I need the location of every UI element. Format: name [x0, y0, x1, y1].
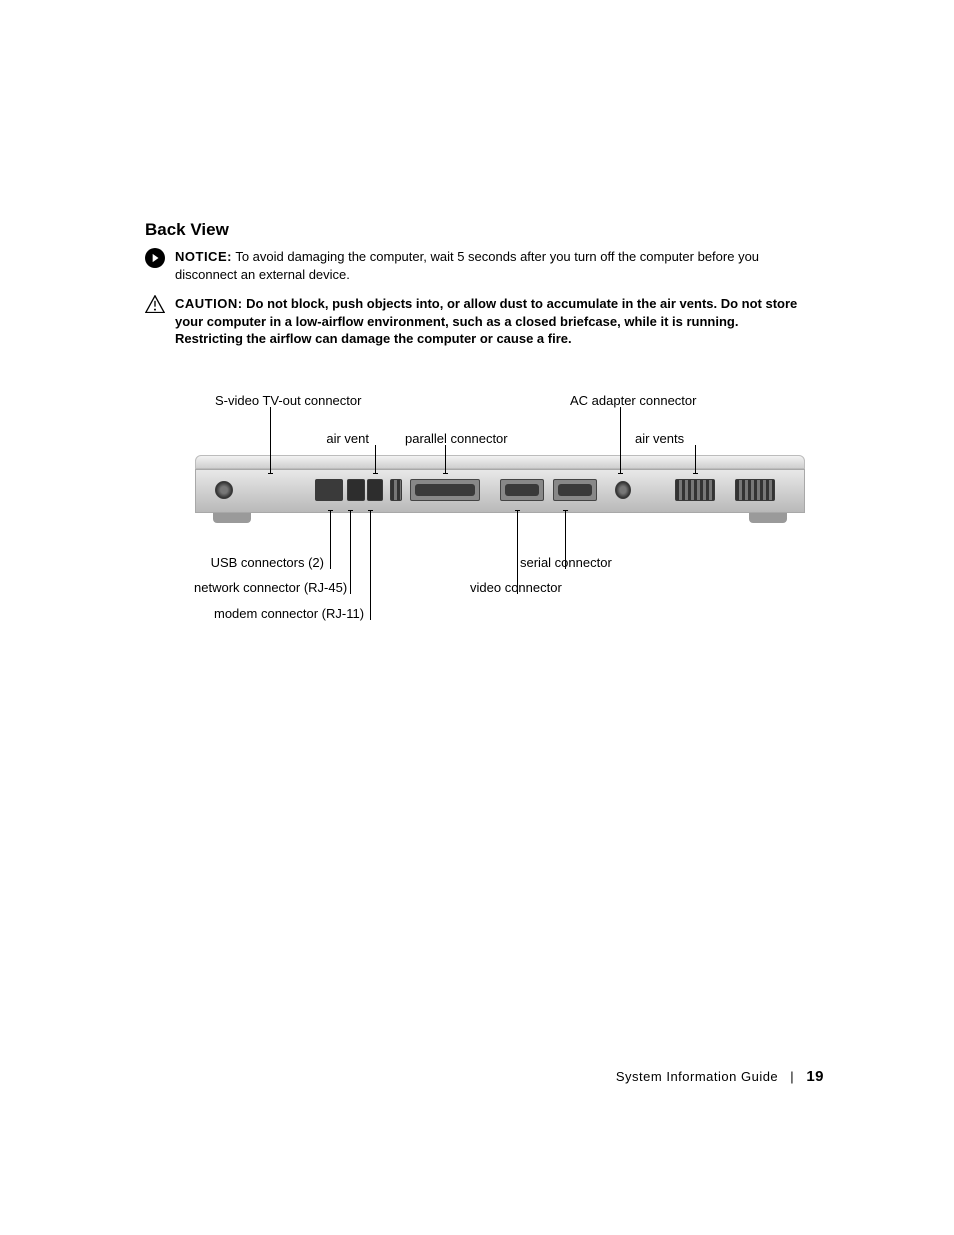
callout-svideo: S-video TV-out connector — [215, 393, 361, 408]
port-ac — [615, 481, 631, 499]
port-vent1 — [390, 479, 402, 501]
footer-divider: | — [790, 1069, 794, 1084]
leader-tick-air_vent — [373, 473, 378, 474]
caution-body: Do not block, push objects into, or allo… — [175, 296, 797, 346]
laptop-lid — [195, 455, 805, 469]
section-title: Back View — [145, 220, 229, 240]
leader-parallel — [445, 445, 446, 473]
leader-ac_adapter — [620, 407, 621, 473]
leader-tick-network — [348, 510, 353, 511]
leader-air_vents — [695, 445, 696, 473]
caution-block: CAUTION: Do not block, push objects into… — [145, 295, 805, 348]
port-video — [500, 479, 544, 501]
notice-block: NOTICE: To avoid damaging the computer, … — [145, 248, 805, 283]
leader-tick-serial — [563, 510, 568, 511]
leader-network — [350, 510, 351, 594]
caution-text: CAUTION: Do not block, push objects into… — [175, 295, 805, 348]
callout-network: network connector (RJ-45) — [194, 580, 344, 595]
leader-tick-usb — [328, 510, 333, 511]
callout-ac_adapter: AC adapter connector — [570, 393, 696, 408]
callout-air_vent: air vent — [219, 431, 369, 446]
callout-video: video connector — [470, 580, 562, 595]
callout-parallel: parallel connector — [405, 431, 508, 446]
diagram-area: S-video TV-out connector air vent parallel… — [145, 380, 805, 630]
callout-usb: USB connectors (2) — [174, 555, 324, 570]
laptop-back-illustration — [195, 455, 805, 527]
page-footer: System Information Guide | 19 — [616, 1068, 824, 1085]
page: Back View NOTICE: To avoid damaging the … — [0, 0, 954, 1235]
notice-body: To avoid damaging the computer, wait 5 s… — [175, 249, 759, 282]
leader-tick-svideo — [268, 473, 273, 474]
caution-icon — [145, 295, 165, 313]
callout-modem: modem connector (RJ-11) — [214, 606, 364, 621]
footer-page-number: 19 — [806, 1068, 824, 1085]
leader-air_vent — [375, 445, 376, 473]
leader-tick-video — [515, 510, 520, 511]
port-rj45 — [347, 479, 365, 501]
port-vent2a — [675, 479, 715, 501]
leader-tick-parallel — [443, 473, 448, 474]
notice-lead: NOTICE: — [175, 249, 232, 264]
leader-tick-ac_adapter — [618, 473, 623, 474]
callout-air_vents: air vents — [635, 431, 684, 446]
port-parallel — [410, 479, 480, 501]
notice-icon — [145, 248, 165, 268]
port-usb — [315, 479, 343, 501]
laptop-foot-left — [213, 513, 251, 523]
port-serial — [553, 479, 597, 501]
leader-video — [517, 510, 518, 594]
leader-serial — [565, 510, 566, 569]
footer-guide: System Information Guide — [616, 1069, 778, 1084]
leader-tick-modem — [368, 510, 373, 511]
leader-tick-air_vents — [693, 473, 698, 474]
caution-lead: CAUTION: — [175, 296, 243, 311]
notice-text: NOTICE: To avoid damaging the computer, … — [175, 248, 805, 283]
port-rj11 — [367, 479, 383, 501]
port-vent2b — [735, 479, 775, 501]
leader-modem — [370, 510, 371, 620]
leader-usb — [330, 510, 331, 569]
port-svideo — [215, 481, 233, 499]
laptop-foot-right — [749, 513, 787, 523]
